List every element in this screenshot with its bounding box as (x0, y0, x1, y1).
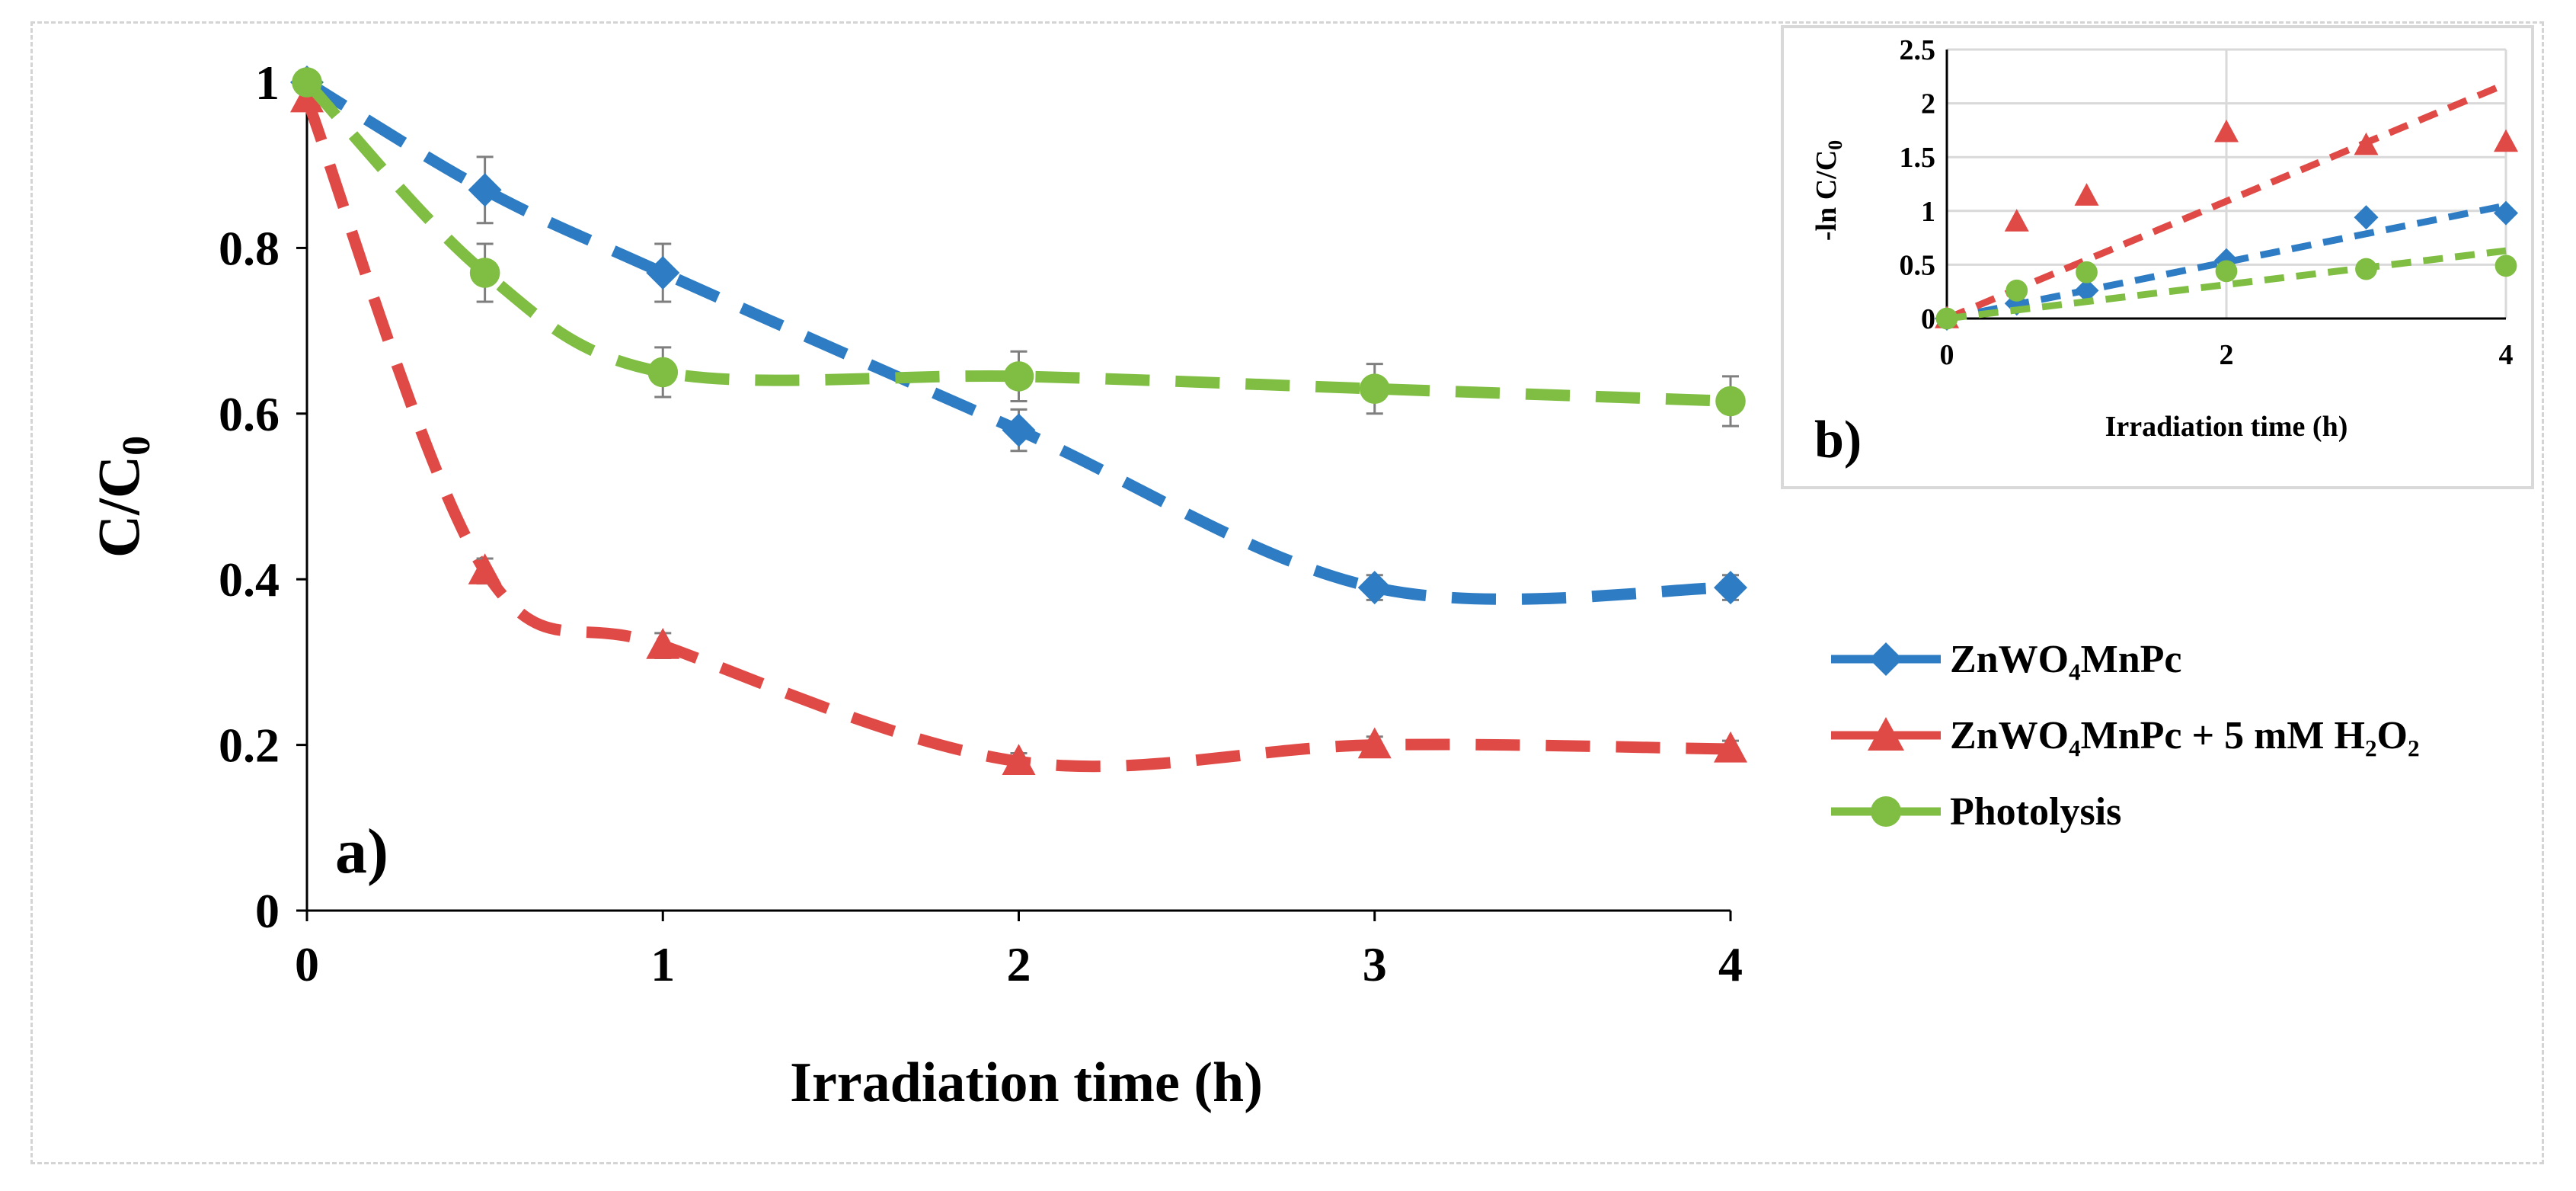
inset-y-tick-label: 0.5 (1900, 249, 1936, 281)
inset-chart: 0 0.5 1 1.5 2 2.5 0 2 4 Irradiation time (h) -ln C… (1781, 25, 2534, 489)
data-point (292, 67, 322, 98)
inset-panel-label: b) (1814, 411, 1862, 469)
data-point (1714, 571, 1747, 605)
inset-data-point (2495, 255, 2517, 277)
x-tick-label: 1 (650, 937, 675, 991)
series-line (301, 97, 1731, 773)
x-tick-label: 4 (1718, 937, 1743, 991)
data-point (1357, 727, 1392, 759)
legend-label: ZnWO₄MnPc + 5 mM H₂O₂ (1950, 713, 2420, 757)
data-point (646, 256, 680, 290)
inset-data-point (2355, 258, 2377, 280)
legend-item: ZnWO₄MnPc + 5 mM H₂O₂ (1828, 697, 2420, 773)
legend: ZnWO₄MnPc ZnWO₄MnPc + 5 mM H₂O₂ Photolys… (1828, 621, 2420, 850)
inset-y-tick-label: 1.5 (1900, 142, 1936, 174)
data-point (1002, 744, 1036, 775)
inset-data-point (2214, 119, 2239, 142)
inset-y-tick-label: 2.5 (1900, 34, 1936, 66)
inset-data-point (2006, 279, 2028, 302)
data-point (468, 173, 502, 207)
inset-y-tick-label: 2 (1921, 88, 1935, 120)
legend-item: Photolysis (1828, 773, 2420, 850)
inset-y-tick-label: 1 (1921, 196, 1935, 228)
y-tick-label: 0 (255, 884, 280, 938)
inset-data-point (2354, 132, 2379, 155)
data-point (646, 628, 680, 659)
y-tick-label: 0.4 (219, 552, 280, 607)
y-axis-title: C/C0 (85, 436, 158, 558)
series-line (304, 77, 1731, 605)
data-point (1003, 361, 1034, 392)
data-point (1357, 571, 1392, 605)
inset-data-point (2494, 129, 2518, 152)
data-point (1002, 413, 1036, 447)
inset-x-tick-label: 2 (2220, 339, 2234, 371)
data-point (1714, 731, 1747, 763)
data-point (1359, 373, 1390, 404)
y-tick-label: 1 (255, 56, 280, 110)
data-point (469, 258, 500, 288)
legend-label: Photolysis (1950, 789, 2122, 834)
x-axis-title: Irradiation time (h) (790, 1052, 1263, 1114)
x-tick-label: 2 (1007, 937, 1031, 991)
data-point (647, 357, 679, 388)
inset-y-axis-title: -ln C/C0 (1811, 140, 1846, 241)
panel-label: a) (335, 816, 388, 887)
y-tick-label: 0.6 (219, 387, 280, 441)
inset-data-point (2004, 209, 2029, 232)
legend-swatch-diamond-icon (1831, 642, 1941, 676)
inset-data-point (2076, 261, 2098, 283)
legend-swatch-circle-icon (1831, 796, 1941, 827)
inset-data-point (2215, 260, 2238, 283)
inset-data-point (2074, 183, 2099, 206)
inset-y-tick-label: 0 (1921, 303, 1935, 335)
data-point (1715, 386, 1746, 417)
legend-label: ZnWO₄MnPc (1950, 637, 2182, 681)
main-chart: 0 0.2 0.4 0.6 0.8 1 0 1 2 3 4 Irradiation time (h) C… (85, 56, 1747, 1114)
x-tick-label: 0 (295, 937, 319, 991)
x-tick-label: 3 (1363, 937, 1387, 991)
data-point (468, 553, 502, 584)
inset-data-point (2354, 205, 2379, 230)
inset-data-point (1935, 307, 1958, 330)
inset-x-tick-label: 0 (1940, 339, 1954, 371)
inset-data-point (2074, 278, 2099, 303)
series-line (302, 78, 1731, 407)
inset-x-tick-label: 4 (2499, 339, 2514, 371)
figure-frame (30, 21, 2544, 1164)
fit-line (1945, 81, 2507, 322)
y-tick-label: 0.2 (219, 719, 280, 773)
y-tick-label: 0.8 (219, 221, 280, 275)
legend-item: ZnWO₄MnPc (1828, 621, 2420, 697)
inset-x-axis-title: Irradiation time (h) (2105, 411, 2348, 443)
inset-data-point (2494, 200, 2518, 226)
legend-swatch-triangle-icon (1831, 717, 1941, 751)
